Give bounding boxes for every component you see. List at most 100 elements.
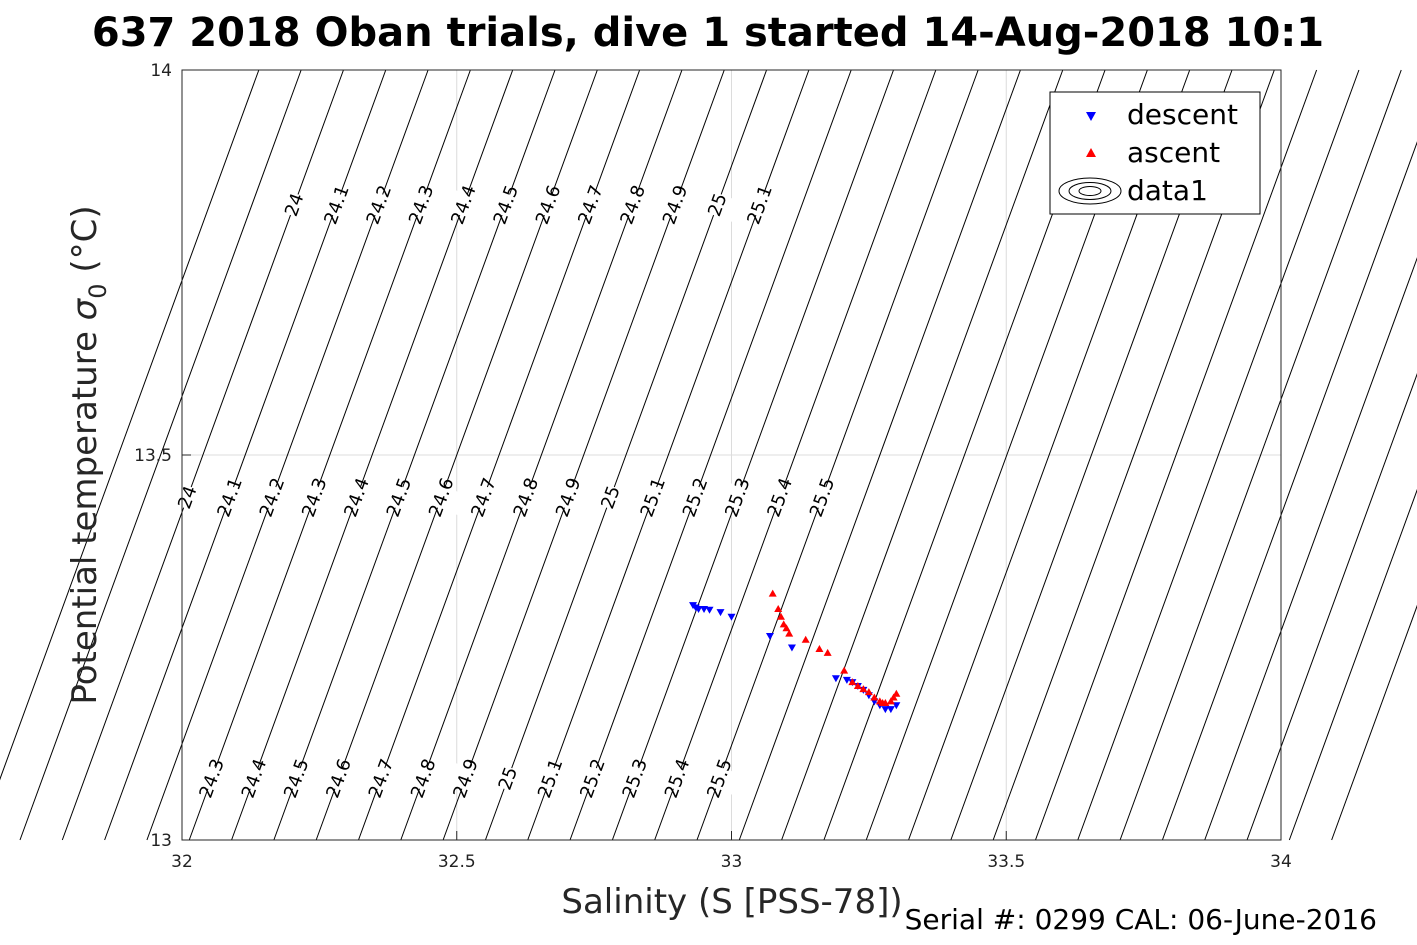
legend-ascent-label: ascent (1127, 136, 1220, 169)
y-tick-label: 14 (150, 61, 172, 81)
contour-label-background (755, 479, 805, 516)
y-tick-label: 13.5 (134, 446, 172, 466)
legend-box (1049, 91, 1261, 215)
contour-label-background (565, 186, 615, 223)
legend-data1-label: data1 (1127, 174, 1208, 207)
legend-contour-icon (1058, 177, 1122, 205)
contour-label-background (398, 760, 448, 797)
contour-label-background (289, 479, 339, 516)
ascent-point (848, 678, 857, 686)
ascent-point (815, 645, 824, 653)
density-contour-line (611, 69, 894, 841)
contour-label-background (332, 479, 382, 516)
contour-label-background (692, 186, 742, 223)
density-contour-line (19, 69, 302, 841)
ascent-point (782, 624, 791, 632)
contour-label-background (205, 479, 255, 516)
density-contour-line (1035, 69, 1318, 841)
ascent-point (892, 689, 901, 697)
contour-label-background (713, 479, 762, 516)
legend-descent-label: descent (1127, 98, 1238, 131)
y-axis-label: Potential temperature σ0 (°C) (65, 205, 112, 704)
contour-label-background (162, 479, 212, 516)
contour-label-background (610, 760, 660, 797)
ascent-point (776, 612, 785, 620)
contour-label-background (439, 186, 488, 223)
descent-point (705, 606, 714, 614)
axis-ticks: 32 32.5 33 33.5 34 13 13.5 14 (134, 61, 1292, 872)
ascent-point (840, 666, 849, 674)
ascent-point (785, 629, 794, 637)
contour-label-background (543, 479, 593, 516)
contour-label-background (416, 479, 466, 516)
contour-label-background (459, 479, 509, 516)
descent-point (881, 706, 890, 714)
contour-label-background (797, 479, 847, 516)
contour-label-background (525, 760, 575, 797)
density-contour-line (738, 69, 1021, 841)
ascent-point (774, 605, 783, 612)
contour-label-background (229, 760, 279, 797)
ascent-point (886, 697, 895, 705)
ascent-point (859, 685, 868, 693)
contour-label-background (735, 186, 785, 223)
x-tick-label: 33.5 (987, 852, 1025, 872)
y-tick-label: 13 (150, 831, 172, 851)
contour-label-background (247, 479, 297, 516)
ascent-point (801, 635, 810, 643)
density-contour-line (0, 69, 260, 781)
contour-label-background (396, 186, 446, 223)
density-contour-line (1331, 604, 1417, 841)
descent-point (727, 613, 736, 621)
ascent-point (768, 589, 777, 597)
density-contour-line (1161, 141, 1417, 841)
contour-label-background (568, 760, 617, 797)
contour-label-background (523, 186, 573, 223)
density-contour-line (781, 69, 1064, 841)
contour-label-background (483, 760, 533, 797)
density-contour-line (1204, 257, 1417, 841)
contour-label-background (481, 186, 531, 223)
density-contour-line (1288, 488, 1417, 841)
contour-label-background (670, 479, 720, 516)
contour-label-background (652, 760, 702, 797)
contour-label-background (187, 760, 237, 797)
ascent-point (823, 648, 832, 656)
density-contour-line (569, 69, 852, 841)
contour-label-background (695, 760, 744, 797)
contour-label-background (356, 760, 406, 797)
contour-label-background (501, 479, 551, 516)
contour-label-background (271, 760, 321, 797)
contour-label-background (628, 479, 678, 516)
ascent-point (870, 693, 879, 701)
x-tick-label: 32 (171, 852, 193, 872)
legend: descent ascent data1 (1049, 91, 1261, 215)
descent-point (842, 676, 851, 684)
x-axis-label: Salinity (S [PSS-78]) (561, 882, 902, 922)
legend-ascent-marker (1086, 148, 1096, 157)
contour-label-background (269, 186, 319, 223)
contour-label-background (441, 760, 491, 797)
ascent-point (864, 688, 873, 696)
x-tick-label: 34 (1270, 852, 1292, 872)
contour-label-background (312, 186, 362, 223)
density-contour-line (1119, 69, 1402, 841)
density-contour-line (654, 69, 937, 841)
descent-point (716, 609, 725, 617)
contour-label-background (314, 760, 364, 797)
descent-point (831, 675, 840, 683)
descent-point (886, 706, 895, 714)
descent-point (787, 644, 796, 652)
contour-labels: 24 24.1 24.2 24.3 24.4 24.5 24.6 24.7 24.8 24.9 25… (162, 182, 847, 801)
contour-label-background (374, 479, 424, 516)
descent-point (694, 606, 703, 613)
descent-point (700, 606, 709, 613)
contour-label-background (586, 479, 635, 516)
contour-label-background (650, 186, 700, 223)
chart-title: 637 2018 Oban trials, dive 1 started 14-… (92, 10, 1324, 56)
descent-point (765, 632, 774, 640)
contour-label-background (354, 186, 404, 223)
density-contour-line (1077, 69, 1360, 841)
contour-label-background (608, 186, 658, 223)
